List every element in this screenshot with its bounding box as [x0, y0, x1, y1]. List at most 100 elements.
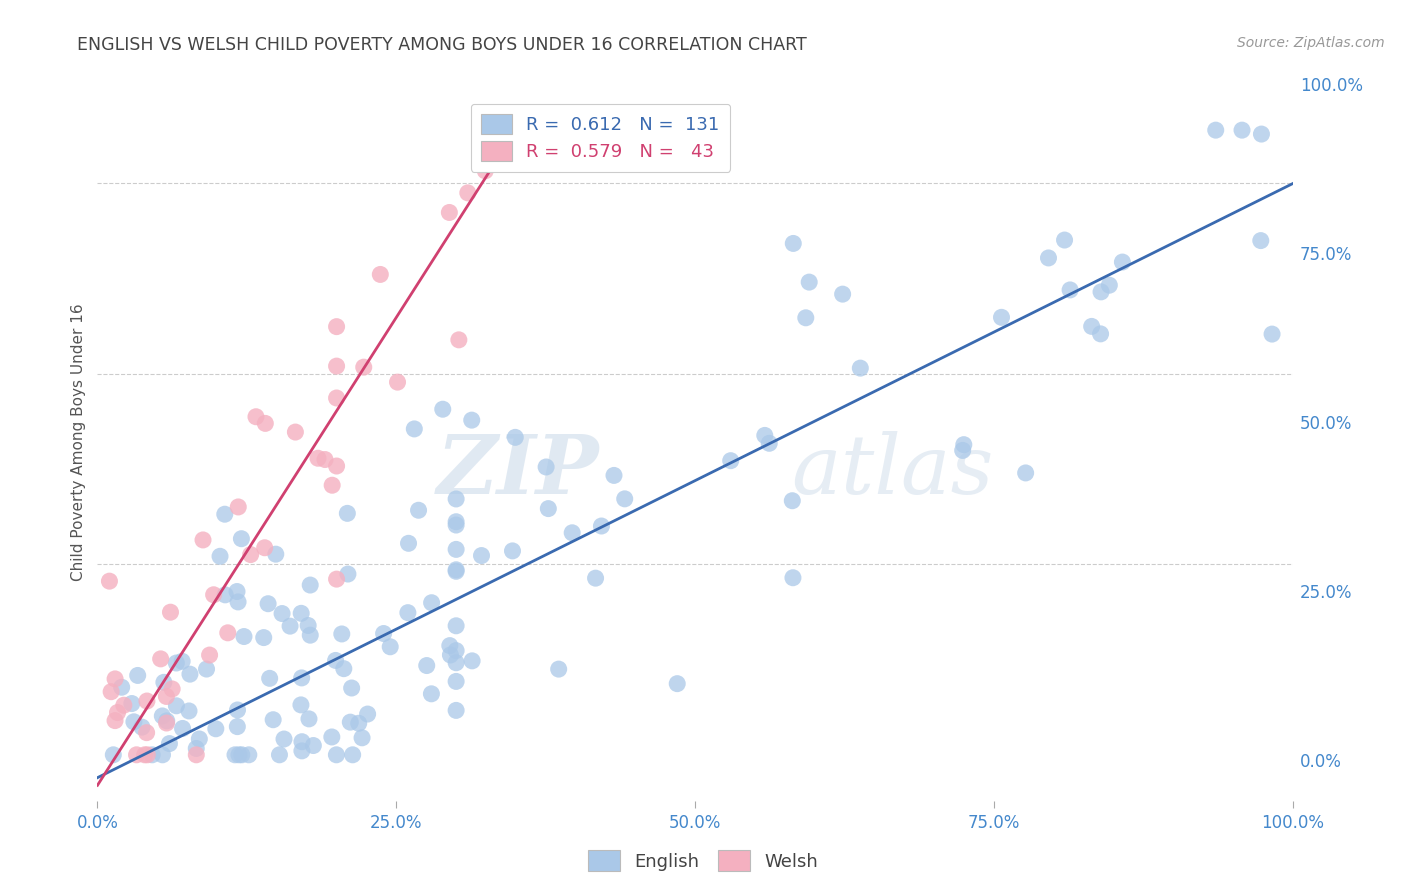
- Point: [420, 596, 443, 610]
- Point: [150, 709, 173, 723]
- Point: [165, 656, 187, 670]
- Point: [444, 515, 467, 529]
- Point: [534, 460, 557, 475]
- Point: [226, 720, 249, 734]
- Point: [794, 310, 817, 325]
- Point: [353, 360, 375, 375]
- Point: [202, 588, 225, 602]
- Text: Source: ZipAtlas.com: Source: ZipAtlas.com: [1237, 36, 1385, 50]
- Point: [152, 747, 174, 762]
- Point: [416, 658, 439, 673]
- Point: [666, 676, 689, 690]
- Point: [1111, 255, 1133, 269]
- Point: [1053, 233, 1076, 247]
- Point: [404, 422, 426, 436]
- Point: [368, 268, 391, 282]
- Point: [1014, 466, 1036, 480]
- Point: [291, 671, 314, 685]
- Point: [547, 662, 569, 676]
- Point: [439, 648, 461, 662]
- Point: [720, 453, 742, 467]
- Point: [104, 714, 127, 728]
- Point: [231, 532, 253, 546]
- Point: [373, 626, 395, 640]
- Point: [159, 737, 181, 751]
- Point: [121, 697, 143, 711]
- Point: [254, 417, 277, 431]
- Point: [444, 619, 467, 633]
- Point: [299, 628, 322, 642]
- Point: [408, 503, 430, 517]
- Point: [291, 744, 314, 758]
- Point: [799, 275, 821, 289]
- Point: [356, 707, 378, 722]
- Point: [186, 747, 208, 762]
- Point: [330, 627, 353, 641]
- Point: [238, 747, 260, 762]
- Legend: English, Welsh: English, Welsh: [581, 843, 825, 879]
- Point: [290, 698, 312, 712]
- Point: [302, 739, 325, 753]
- Point: [291, 735, 314, 749]
- Point: [340, 681, 363, 695]
- Point: [177, 704, 200, 718]
- Point: [298, 712, 321, 726]
- Point: [321, 730, 343, 744]
- Point: [1038, 251, 1060, 265]
- Point: [325, 458, 347, 473]
- Point: [439, 639, 461, 653]
- Point: [444, 564, 467, 578]
- Point: [1250, 234, 1272, 248]
- Point: [444, 656, 467, 670]
- Point: [603, 468, 626, 483]
- Point: [439, 205, 461, 219]
- Point: [325, 747, 347, 762]
- Point: [1098, 278, 1121, 293]
- Point: [290, 607, 312, 621]
- Point: [444, 518, 467, 533]
- Point: [444, 563, 467, 577]
- Point: [217, 625, 239, 640]
- Point: [444, 703, 467, 717]
- Point: [591, 519, 613, 533]
- Point: [314, 452, 336, 467]
- Point: [257, 597, 280, 611]
- Point: [444, 542, 467, 557]
- Point: [156, 714, 179, 728]
- Point: [141, 747, 163, 762]
- Point: [127, 668, 149, 682]
- Point: [502, 544, 524, 558]
- Point: [307, 451, 329, 466]
- Point: [325, 572, 347, 586]
- Point: [104, 672, 127, 686]
- Point: [444, 674, 467, 689]
- Point: [231, 747, 253, 762]
- Point: [503, 430, 526, 444]
- Point: [1090, 285, 1112, 299]
- Point: [131, 720, 153, 734]
- Point: [160, 681, 183, 696]
- Point: [122, 714, 145, 729]
- Point: [444, 643, 467, 657]
- Point: [179, 667, 201, 681]
- Y-axis label: Child Poverty Among Boys Under 16: Child Poverty Among Boys Under 16: [72, 303, 86, 582]
- Point: [172, 654, 194, 668]
- Point: [325, 319, 347, 334]
- Point: [333, 662, 356, 676]
- Point: [191, 533, 214, 547]
- Point: [1059, 283, 1081, 297]
- Point: [299, 578, 322, 592]
- Point: [233, 630, 256, 644]
- Point: [325, 391, 347, 405]
- Point: [849, 361, 872, 376]
- Point: [297, 618, 319, 632]
- Point: [271, 607, 294, 621]
- Point: [205, 722, 228, 736]
- Point: [226, 703, 249, 717]
- Text: ZIP: ZIP: [437, 431, 599, 511]
- Point: [585, 571, 607, 585]
- Point: [226, 584, 249, 599]
- Point: [262, 713, 284, 727]
- Point: [1261, 327, 1284, 342]
- Point: [111, 680, 134, 694]
